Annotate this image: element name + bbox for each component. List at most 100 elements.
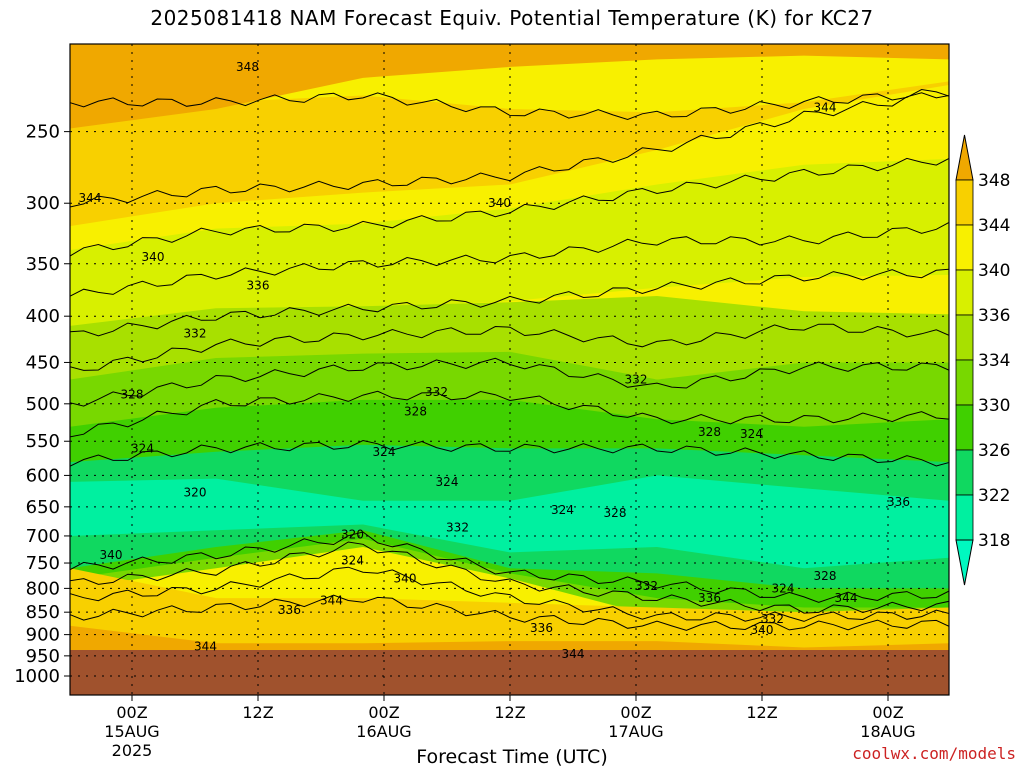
credit-text: coolwx.com/models	[852, 744, 1016, 763]
colorbar-box	[955, 494, 974, 541]
field-band	[70, 81, 949, 227]
y-tick-label: 550	[26, 431, 60, 452]
contour-label: 328	[604, 506, 627, 520]
colorbar-box	[955, 314, 974, 361]
contour-label: 320	[184, 486, 207, 500]
colorbar-box	[955, 359, 974, 406]
x-tick-label: 12Z	[242, 703, 273, 722]
y-tick-label: 1000	[14, 666, 60, 687]
contour-label: 340	[394, 571, 417, 585]
contour-label: 344	[814, 100, 837, 114]
colorbar-label: 336	[978, 306, 1010, 326]
x-tick-year: 2025	[112, 741, 153, 760]
x-tick-label: 12Z	[746, 703, 777, 722]
contour-line	[70, 531, 949, 603]
contour-line	[70, 88, 949, 121]
contour-label: 328	[404, 405, 427, 419]
contour-label: 324	[436, 475, 459, 489]
y-tick-label: 350	[26, 254, 60, 275]
contour-label: 324	[772, 581, 795, 595]
x-tick-date: 18AUG	[860, 722, 915, 741]
field-band	[70, 44, 949, 129]
x-tick-label: 12Z	[494, 703, 525, 722]
colorbar-arrow-top	[955, 134, 974, 181]
contour-label: 340	[751, 623, 774, 637]
contour-label: 344	[562, 647, 585, 661]
colorbar-label: 330	[978, 396, 1010, 416]
ground-mask	[70, 650, 949, 695]
y-tick-label: 850	[26, 602, 60, 623]
contour-label: 328	[121, 387, 144, 401]
contour-label: 324	[740, 427, 763, 441]
y-tick-label: 900	[26, 625, 60, 646]
contour-label: 332	[425, 385, 448, 399]
chart-title: 2025081418 NAM Forecast Equiv. Potential…	[150, 6, 874, 30]
contour-line	[70, 566, 949, 622]
x-tick-label: 00Z	[368, 703, 399, 722]
contour-label: 320	[341, 527, 364, 541]
x-tick-label: 00Z	[116, 703, 147, 722]
contour-label: 332	[184, 326, 207, 340]
colorbar-box	[955, 449, 974, 496]
colorbar-arrow-bottom	[955, 539, 974, 586]
contour-label: 344	[79, 191, 102, 205]
contour-label: 344	[194, 640, 217, 654]
colorbar-box	[955, 404, 974, 451]
contour-label: 336	[698, 591, 721, 605]
contour-line	[70, 268, 949, 337]
x-tick-label: 00Z	[620, 703, 651, 722]
colorbar-label: 334	[978, 351, 1010, 371]
contour-label: 336	[530, 621, 553, 635]
field-band	[70, 475, 949, 569]
contour-label: 332	[761, 612, 784, 626]
contour-label: 332	[635, 579, 658, 593]
contour-label: 344	[320, 593, 343, 607]
y-tick-label: 450	[26, 352, 60, 373]
x-tick-label: 00Z	[872, 703, 903, 722]
y-tick-label: 700	[26, 526, 60, 547]
field-band	[70, 158, 949, 336]
contour-label: 336	[887, 495, 910, 509]
x-tick-date: 16AUG	[356, 722, 411, 741]
colorbar-label: 348	[978, 171, 1010, 191]
contour-line	[70, 323, 949, 371]
contour-label: 340	[488, 196, 511, 210]
colorbar-label: 326	[978, 441, 1010, 461]
colorbar-label: 340	[978, 261, 1010, 281]
x-tick-date: 17AUG	[608, 722, 663, 741]
contour-label: 324	[373, 445, 396, 459]
y-tick-label: 600	[26, 465, 60, 486]
colorbar-label: 322	[978, 486, 1010, 506]
colorbar: 348 344 340 336 334 330 326 322 318	[955, 134, 1010, 586]
contour-labels: 348 344 344 344 340 340 340 336 332 332 332 328 328 3…	[79, 60, 910, 661]
contour-label: 324	[131, 441, 154, 455]
contour-label: 340	[100, 548, 123, 562]
contour-line	[70, 439, 949, 467]
contour-label: 324	[341, 553, 364, 567]
contour-label: 344	[835, 591, 858, 605]
contour-lines	[70, 88, 949, 631]
colorbar-label: 344	[978, 216, 1010, 236]
contour-label: 336	[278, 603, 301, 617]
x-tick-date: 15AUG	[104, 722, 159, 741]
colorbar-box	[955, 179, 974, 226]
contour-line	[70, 594, 949, 631]
contour-label: 332	[625, 373, 648, 387]
contour-label: 336	[247, 279, 270, 293]
contour-label: 348	[236, 60, 259, 74]
contour-line	[70, 390, 949, 438]
y-tick-label: 750	[26, 553, 60, 574]
contour-line	[70, 541, 949, 614]
y-tick-label: 250	[26, 122, 60, 143]
contour-label: 324	[551, 503, 574, 517]
colorbar-label: 318	[978, 531, 1010, 551]
y-tick-label: 500	[26, 394, 60, 415]
y-tick-label: 300	[26, 193, 60, 214]
contour-label: 328	[698, 425, 721, 439]
y-tick-label: 800	[26, 578, 60, 599]
contour-line	[70, 221, 949, 297]
contour-label: 340	[142, 250, 165, 264]
colorbar-box	[955, 224, 974, 271]
